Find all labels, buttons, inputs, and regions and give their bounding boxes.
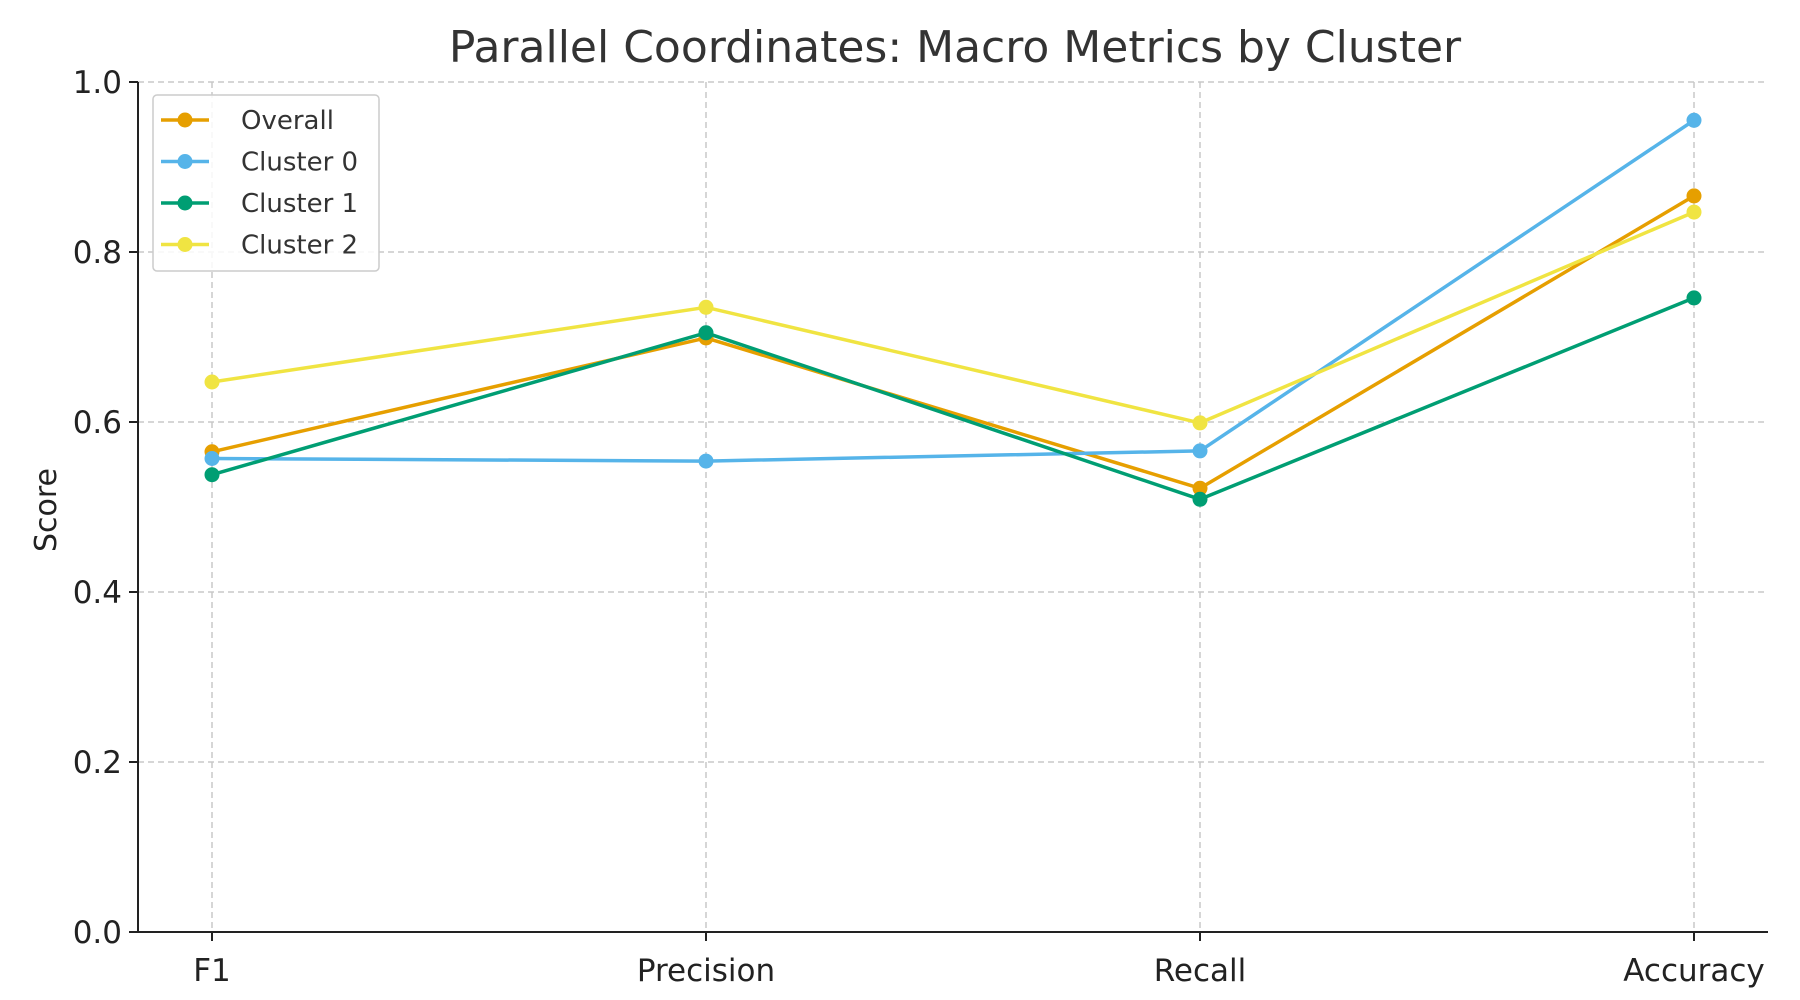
data-point bbox=[1192, 480, 1208, 496]
legend: Overall Cluster 0 Cluster 1 Cluster 2 bbox=[152, 94, 380, 272]
data-point bbox=[1192, 491, 1208, 507]
series-line bbox=[211, 296, 1695, 502]
y-tick-label: 0.0 bbox=[73, 915, 122, 951]
series-cluster-1 bbox=[204, 290, 1702, 507]
y-tick-label: 0.4 bbox=[73, 575, 122, 611]
data-point bbox=[1686, 204, 1702, 220]
series-line bbox=[211, 194, 1695, 491]
data-point bbox=[1686, 188, 1702, 204]
x-tick-label: Precision bbox=[637, 953, 775, 989]
chart-title: Parallel Coordinates: Macro Metrics by C… bbox=[449, 22, 1462, 73]
axes: 0.0 0.2 0.4 0.6 0.8 1.0 F1 Precision Recall Accur… bbox=[73, 65, 1768, 989]
series-layer bbox=[204, 112, 1702, 507]
legend-swatch-marker bbox=[177, 195, 193, 211]
data-point bbox=[698, 325, 714, 341]
legend-swatch-marker bbox=[177, 237, 193, 252]
legend-swatch-marker bbox=[177, 112, 193, 128]
y-tick-label: 0.6 bbox=[73, 405, 122, 441]
data-point bbox=[1686, 290, 1702, 306]
legend-label: Overall bbox=[241, 106, 334, 136]
data-point bbox=[204, 374, 220, 390]
data-point bbox=[1192, 443, 1208, 459]
series-line bbox=[211, 118, 1695, 463]
data-point bbox=[698, 299, 714, 315]
data-point bbox=[698, 453, 714, 469]
x-tick-label: Accuracy bbox=[1623, 953, 1765, 989]
x-tick-label: Recall bbox=[1154, 953, 1247, 989]
y-axis-label: Score bbox=[29, 468, 64, 552]
legend-box bbox=[152, 94, 380, 272]
legend-label: Cluster 1 bbox=[241, 189, 358, 219]
data-point bbox=[204, 451, 220, 466]
data-point bbox=[1192, 415, 1208, 431]
series-line bbox=[211, 210, 1695, 425]
data-point bbox=[1686, 112, 1702, 128]
series-overall bbox=[204, 188, 1702, 496]
legend-label: Cluster 0 bbox=[241, 148, 358, 178]
legend-label: Cluster 2 bbox=[241, 231, 358, 261]
grid-layer bbox=[138, 81, 1768, 932]
legend-swatch-marker bbox=[177, 154, 193, 169]
series-cluster-0 bbox=[204, 112, 1702, 469]
y-tick-label: 0.2 bbox=[73, 745, 122, 781]
x-tick-label: F1 bbox=[193, 953, 231, 989]
data-point bbox=[204, 467, 220, 483]
series-cluster-2 bbox=[204, 204, 1702, 431]
y-tick-label: 1.0 bbox=[73, 65, 122, 101]
y-tick-label: 0.8 bbox=[73, 235, 122, 271]
